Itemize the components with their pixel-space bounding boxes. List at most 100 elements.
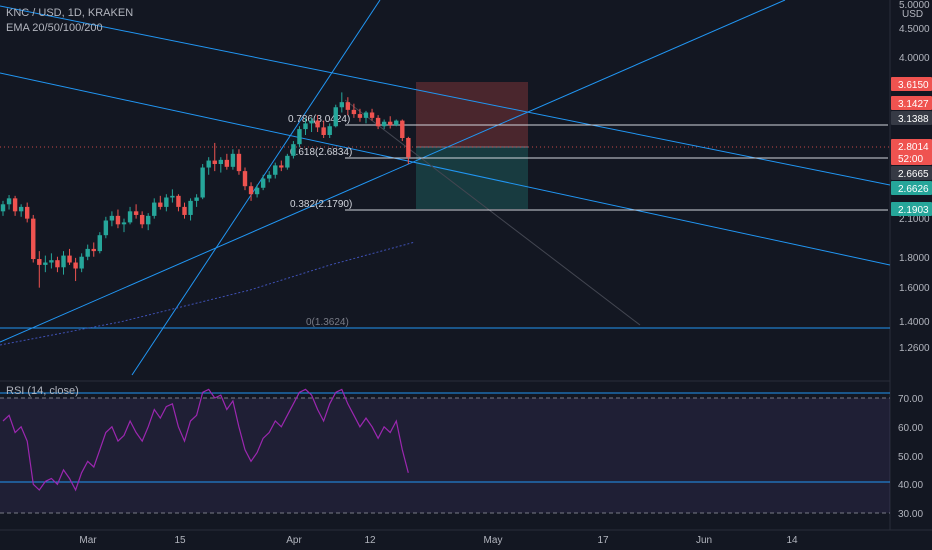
candle-body[interactable] bbox=[236, 153, 242, 172]
candle-body[interactable] bbox=[260, 178, 266, 188]
candle-body[interactable] bbox=[363, 112, 369, 118]
candle-body[interactable] bbox=[49, 260, 54, 263]
candle-body[interactable] bbox=[6, 198, 12, 205]
candle-body[interactable] bbox=[242, 171, 248, 187]
price-badge bbox=[891, 139, 932, 153]
candle-body[interactable] bbox=[394, 120, 399, 126]
candle-body[interactable] bbox=[254, 187, 260, 195]
candle-body[interactable] bbox=[127, 211, 133, 223]
candle-body[interactable] bbox=[327, 126, 332, 135]
candle-body[interactable] bbox=[297, 129, 302, 145]
candle-body[interactable] bbox=[121, 222, 127, 225]
candle-body[interactable] bbox=[309, 120, 314, 124]
candle-body[interactable] bbox=[351, 109, 357, 115]
candle-body[interactable] bbox=[61, 255, 66, 268]
candle-body[interactable] bbox=[133, 211, 139, 215]
candle-body[interactable] bbox=[25, 206, 30, 219]
ascending-trendline[interactable] bbox=[0, 0, 786, 343]
candle-body[interactable] bbox=[339, 102, 344, 108]
candle-body[interactable] bbox=[388, 121, 393, 126]
candle-body[interactable] bbox=[315, 120, 320, 128]
candle-body[interactable] bbox=[321, 127, 326, 135]
candle-body[interactable] bbox=[31, 218, 36, 260]
candle-body[interactable] bbox=[115, 215, 121, 225]
candle-body[interactable] bbox=[218, 159, 223, 165]
candle-body[interactable] bbox=[406, 138, 411, 158]
price-badge bbox=[891, 166, 932, 180]
fib-level-label: 0.382(2.1790) bbox=[290, 199, 352, 210]
candle-body[interactable] bbox=[12, 198, 18, 212]
rsi-tick-label: 40.00 bbox=[898, 480, 923, 491]
candle-body[interactable] bbox=[248, 186, 254, 195]
steep-trendline[interactable] bbox=[131, 0, 381, 376]
candle-body[interactable] bbox=[37, 259, 42, 265]
price-tick-label: 4.0000 bbox=[899, 53, 930, 64]
time-tick-label: Mar bbox=[79, 535, 97, 546]
candle-body[interactable] bbox=[212, 160, 217, 165]
take-profit-zone[interactable] bbox=[416, 147, 528, 209]
stop-loss-zone[interactable] bbox=[416, 82, 528, 147]
candle-body[interactable] bbox=[182, 206, 187, 215]
candle-body[interactable] bbox=[139, 214, 145, 225]
candle-body[interactable] bbox=[176, 195, 181, 207]
candle-body[interactable] bbox=[85, 248, 90, 257]
price-badge-label: 52:00 bbox=[898, 154, 923, 165]
candle-body[interactable] bbox=[381, 121, 387, 127]
candle-body[interactable] bbox=[18, 206, 24, 212]
descending-channel-lower[interactable] bbox=[0, 72, 891, 266]
candle-body[interactable] bbox=[91, 248, 96, 252]
price-badge-label: 2.6665 bbox=[898, 169, 929, 180]
candle-body[interactable] bbox=[375, 117, 381, 127]
candle-body[interactable] bbox=[400, 120, 405, 139]
candle-body[interactable] bbox=[188, 200, 193, 215]
candle-body[interactable] bbox=[285, 155, 290, 168]
rsi-line[interactable] bbox=[2, 388, 409, 492]
candle-body[interactable] bbox=[291, 144, 296, 156]
currency-label: USD bbox=[902, 9, 923, 20]
candle-body[interactable] bbox=[273, 165, 278, 175]
candle-body[interactable] bbox=[333, 107, 338, 127]
price-tick-label: 4.5000 bbox=[899, 24, 930, 35]
candle-body[interactable] bbox=[55, 260, 60, 268]
rsi-band bbox=[0, 398, 890, 513]
rsi-tick-label: 50.00 bbox=[898, 452, 923, 463]
candle-body[interactable] bbox=[200, 167, 205, 198]
candle-body[interactable] bbox=[103, 220, 109, 236]
candle-body[interactable] bbox=[43, 262, 48, 265]
descending-channel-upper[interactable] bbox=[0, 5, 891, 186]
time-tick-label: Jun bbox=[696, 535, 712, 546]
price-badge-label: 3.1388 bbox=[898, 114, 929, 125]
candle-body[interactable] bbox=[0, 204, 6, 212]
projection-line[interactable] bbox=[344, 99, 641, 326]
rsi-indicator-label[interactable]: RSI (14, close) bbox=[6, 385, 79, 397]
price-badge bbox=[891, 151, 932, 165]
candle-body[interactable] bbox=[369, 112, 375, 118]
candle-body[interactable] bbox=[146, 215, 151, 225]
candle-body[interactable] bbox=[357, 114, 363, 118]
price-tick-label: 1.4000 bbox=[899, 317, 930, 328]
candle-body[interactable] bbox=[303, 123, 308, 130]
symbol-title[interactable]: KNC / USD, 1D, KRAKEN bbox=[6, 7, 134, 19]
candle-body[interactable] bbox=[345, 102, 351, 110]
candle-body[interactable] bbox=[194, 197, 199, 201]
time-tick-label: Apr bbox=[286, 535, 302, 546]
candle-body[interactable] bbox=[170, 195, 175, 198]
candle-body[interactable] bbox=[224, 159, 230, 167]
candle-body[interactable] bbox=[158, 202, 163, 207]
candle-body[interactable] bbox=[267, 174, 272, 179]
candle-body[interactable] bbox=[152, 202, 157, 216]
candle-body[interactable] bbox=[67, 255, 72, 263]
candle-body[interactable] bbox=[79, 256, 84, 269]
candle-body[interactable] bbox=[164, 197, 169, 207]
candle-body[interactable] bbox=[206, 160, 211, 168]
candle-body[interactable] bbox=[109, 215, 115, 221]
ema-indicator-label[interactable]: EMA 20/50/100/200 bbox=[6, 22, 103, 34]
price-badge bbox=[891, 111, 932, 125]
candle-body[interactable] bbox=[279, 165, 284, 168]
candle-body[interactable] bbox=[73, 262, 78, 269]
candle-body[interactable] bbox=[230, 153, 236, 167]
candle-body[interactable] bbox=[97, 235, 102, 252]
time-tick-label: 12 bbox=[364, 535, 376, 546]
price-badge bbox=[891, 181, 932, 195]
